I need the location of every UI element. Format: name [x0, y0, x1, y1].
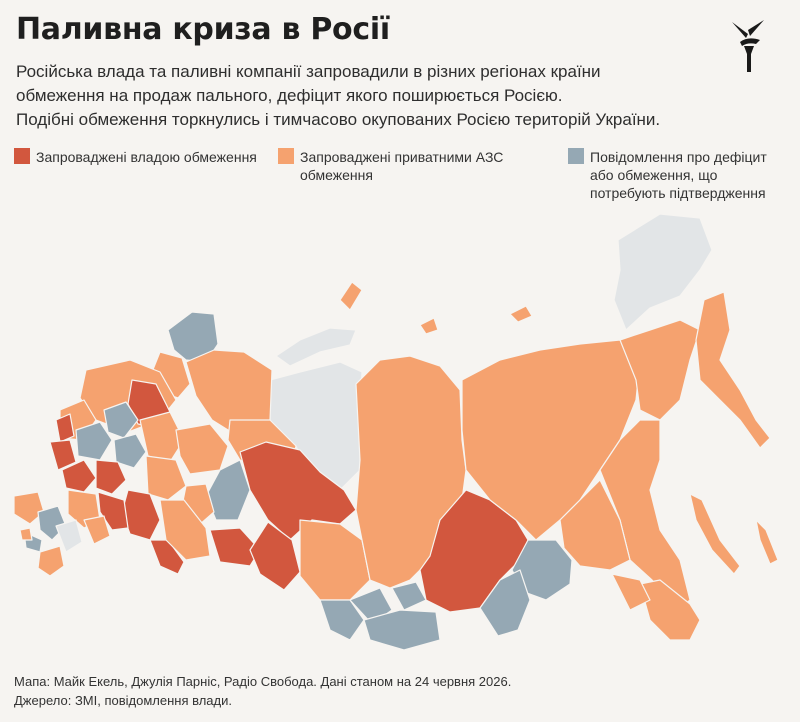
- liberty-torch-logo-icon: [732, 20, 764, 72]
- map-region-arctic-islands: [419, 317, 439, 335]
- map-region-amur: [559, 479, 631, 571]
- map-region-novgorod: [55, 413, 75, 443]
- map-region-volga-1: [145, 455, 187, 501]
- legend-label: Запроваджені владою обмеження: [36, 149, 257, 165]
- legend-swatch-government: [14, 148, 30, 164]
- map-region-volga-south-2: [149, 539, 185, 575]
- map-region-astrakhan: [83, 515, 111, 545]
- subtitle: Російська влада та паливні компанії запр…: [16, 60, 716, 132]
- map-region-center-red-1: [49, 439, 77, 471]
- map-region-volga-2: [175, 423, 229, 475]
- subtitle-line: обмеження на продаж пального, дефіцит як…: [16, 86, 563, 105]
- map-region-center-red-3: [95, 459, 127, 495]
- map-region-yamalo-nenets: [239, 441, 357, 541]
- map-region-buryatia: [479, 569, 531, 637]
- map-region-jewish-ao: [611, 573, 651, 611]
- map-region-kuril: [755, 519, 779, 565]
- legend-item-private-stations: Запроваджені приватними АЗС обмеження: [278, 148, 503, 184]
- map-credit: Мапа: Майк Екель, Джулія Парніс, Радіо С…: [14, 674, 512, 689]
- map-region-kamchatka: [695, 291, 771, 449]
- map-region-primorye: [639, 579, 701, 641]
- map-region-tuva: [363, 609, 441, 651]
- map-region-krasnodar: [37, 545, 65, 577]
- map-region-khabarovsk: [599, 419, 691, 613]
- map-region-kaliningrad: [19, 527, 33, 541]
- map-region-khakassia: [391, 581, 427, 611]
- map-region-caucasus-grey: [55, 519, 83, 553]
- map-region-center-grey-3: [113, 433, 147, 469]
- map-region-center-orange-1: [139, 411, 185, 463]
- subtitle-line: Російська влада та паливні компанії запр…: [16, 62, 601, 81]
- map-region-tomsk-omsk: [299, 519, 371, 601]
- map-region-center-grey-1: [75, 421, 113, 461]
- page-title: Паливна криза в Росії: [16, 12, 390, 47]
- map-region-tyumen: [249, 521, 301, 591]
- map-region-center-red-2: [61, 459, 97, 493]
- map-region-sakhalin: [689, 493, 741, 575]
- map-region-novaya-zemlya: [339, 281, 363, 311]
- map-region-altai: [319, 599, 365, 641]
- data-source: Джерело: ЗМІ, повідомлення влади.: [14, 693, 232, 708]
- legend-swatch-private-stations: [278, 148, 294, 164]
- map-region-arctic-islands-2: [509, 305, 533, 323]
- map-region-magadan: [619, 319, 701, 421]
- map-region-chukotka: [613, 213, 713, 331]
- legend-item-unconfirmed: Повідомлення про дефіцит або обмеження, …: [568, 148, 767, 202]
- legend-item-government: Запроваджені владою обмеження: [14, 148, 257, 166]
- legend-label: Запроваджені приватними АЗС обмеження: [300, 149, 504, 183]
- source-credits: Мапа: Майк Екель, Джулія Парніс, Радіо С…: [14, 672, 511, 710]
- map-region-south-red: [97, 491, 129, 531]
- map-region-samara-orenburg: [159, 499, 211, 561]
- russia-regions-map: [13, 213, 779, 651]
- map-region-volga-south: [121, 489, 161, 541]
- map-region-center-grey-2: [103, 401, 139, 439]
- map-region-yamal-islands: [275, 327, 357, 367]
- subtitle-line: Подібні обмеження торкнулись і тимчасово…: [16, 110, 661, 129]
- map-region-crimea-kherson: [13, 491, 45, 525]
- legend-label: Повідомлення про дефіцит або обмеження, …: [590, 149, 767, 201]
- legend-swatch-unconfirmed: [568, 148, 584, 164]
